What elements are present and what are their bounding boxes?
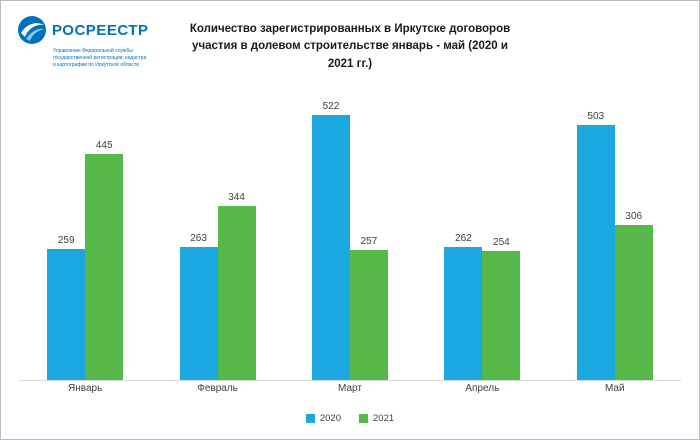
bar-wrap: 263 bbox=[179, 96, 218, 380]
bar-value-label: 257 bbox=[360, 235, 378, 247]
bar-wrap: 262 bbox=[444, 96, 483, 380]
legend: 2020 2021 bbox=[1, 413, 699, 424]
rosreestr-logo: РОСРЕЕСТР Управление Федеральной службы … bbox=[17, 15, 167, 68]
bar-2020-Май bbox=[576, 124, 615, 380]
bar-group: 522 257 bbox=[311, 96, 388, 380]
bar-group: 259 445 bbox=[47, 96, 124, 380]
bar-wrap: 254 bbox=[482, 96, 521, 380]
bar-2021-Апрель bbox=[482, 251, 521, 380]
legend-item-2021: 2021 bbox=[359, 413, 394, 424]
legend-swatch-2020 bbox=[305, 414, 315, 423]
logo-subtext: Управление Федеральной службы государств… bbox=[53, 48, 147, 68]
bar-wrap: 259 bbox=[47, 96, 86, 380]
plot-area: 259 445 263 344 522 257 262 254 503 306 bbox=[19, 96, 681, 381]
bar-2020-Февраль bbox=[179, 246, 218, 380]
legend-label: 2021 bbox=[373, 413, 395, 424]
legend-item-2020: 2020 bbox=[305, 413, 341, 424]
bar-2021-Май bbox=[614, 224, 653, 380]
bar-value-label: 503 bbox=[587, 110, 605, 122]
bar-wrap: 503 bbox=[576, 96, 615, 380]
bar-value-label: 445 bbox=[95, 140, 113, 152]
bar-wrap: 306 bbox=[614, 96, 653, 380]
bar-group: 262 254 bbox=[444, 96, 521, 380]
bar-wrap: 445 bbox=[85, 96, 124, 380]
bar-group: 263 344 bbox=[179, 96, 256, 380]
bar-2020-Январь bbox=[47, 248, 86, 380]
bar-value-label: 263 bbox=[190, 232, 207, 244]
x-axis-label: Март bbox=[338, 383, 362, 394]
legend-label: 2020 bbox=[319, 413, 341, 424]
bar-2021-Январь bbox=[85, 154, 124, 380]
bar-group: 503 306 bbox=[576, 96, 653, 380]
bar-value-label: 254 bbox=[493, 237, 510, 249]
x-axis-label: Апрель bbox=[465, 383, 500, 394]
bar-value-label: 344 bbox=[228, 191, 245, 203]
bar-2021-Март bbox=[349, 249, 388, 380]
bar-wrap: 257 bbox=[349, 96, 388, 380]
bar-value-label: 522 bbox=[322, 101, 340, 113]
legend-swatch-2021 bbox=[359, 414, 368, 423]
bar-value-label: 262 bbox=[455, 233, 472, 245]
bar-value-label: 306 bbox=[625, 210, 643, 222]
x-axis-label: Май bbox=[604, 383, 625, 394]
x-axis-label: Январь bbox=[68, 383, 103, 394]
bar-value-label: 259 bbox=[57, 234, 75, 246]
brand-name: РОСРЕЕСТР bbox=[52, 21, 149, 39]
bar-wrap: 522 bbox=[311, 96, 350, 380]
rosreestr-emblem-icon bbox=[18, 16, 46, 44]
bar-2021-Февраль bbox=[217, 205, 256, 380]
chart-title: Количество зарегистрированных в Иркутске… bbox=[189, 23, 511, 70]
x-axis-label: Февраль bbox=[197, 383, 238, 394]
x-axis: Январь Февраль Март Апрель Май bbox=[19, 383, 681, 394]
bar-2020-Март bbox=[311, 115, 350, 380]
bar-2020-Апрель bbox=[444, 247, 483, 380]
bar-wrap: 344 bbox=[217, 96, 256, 380]
